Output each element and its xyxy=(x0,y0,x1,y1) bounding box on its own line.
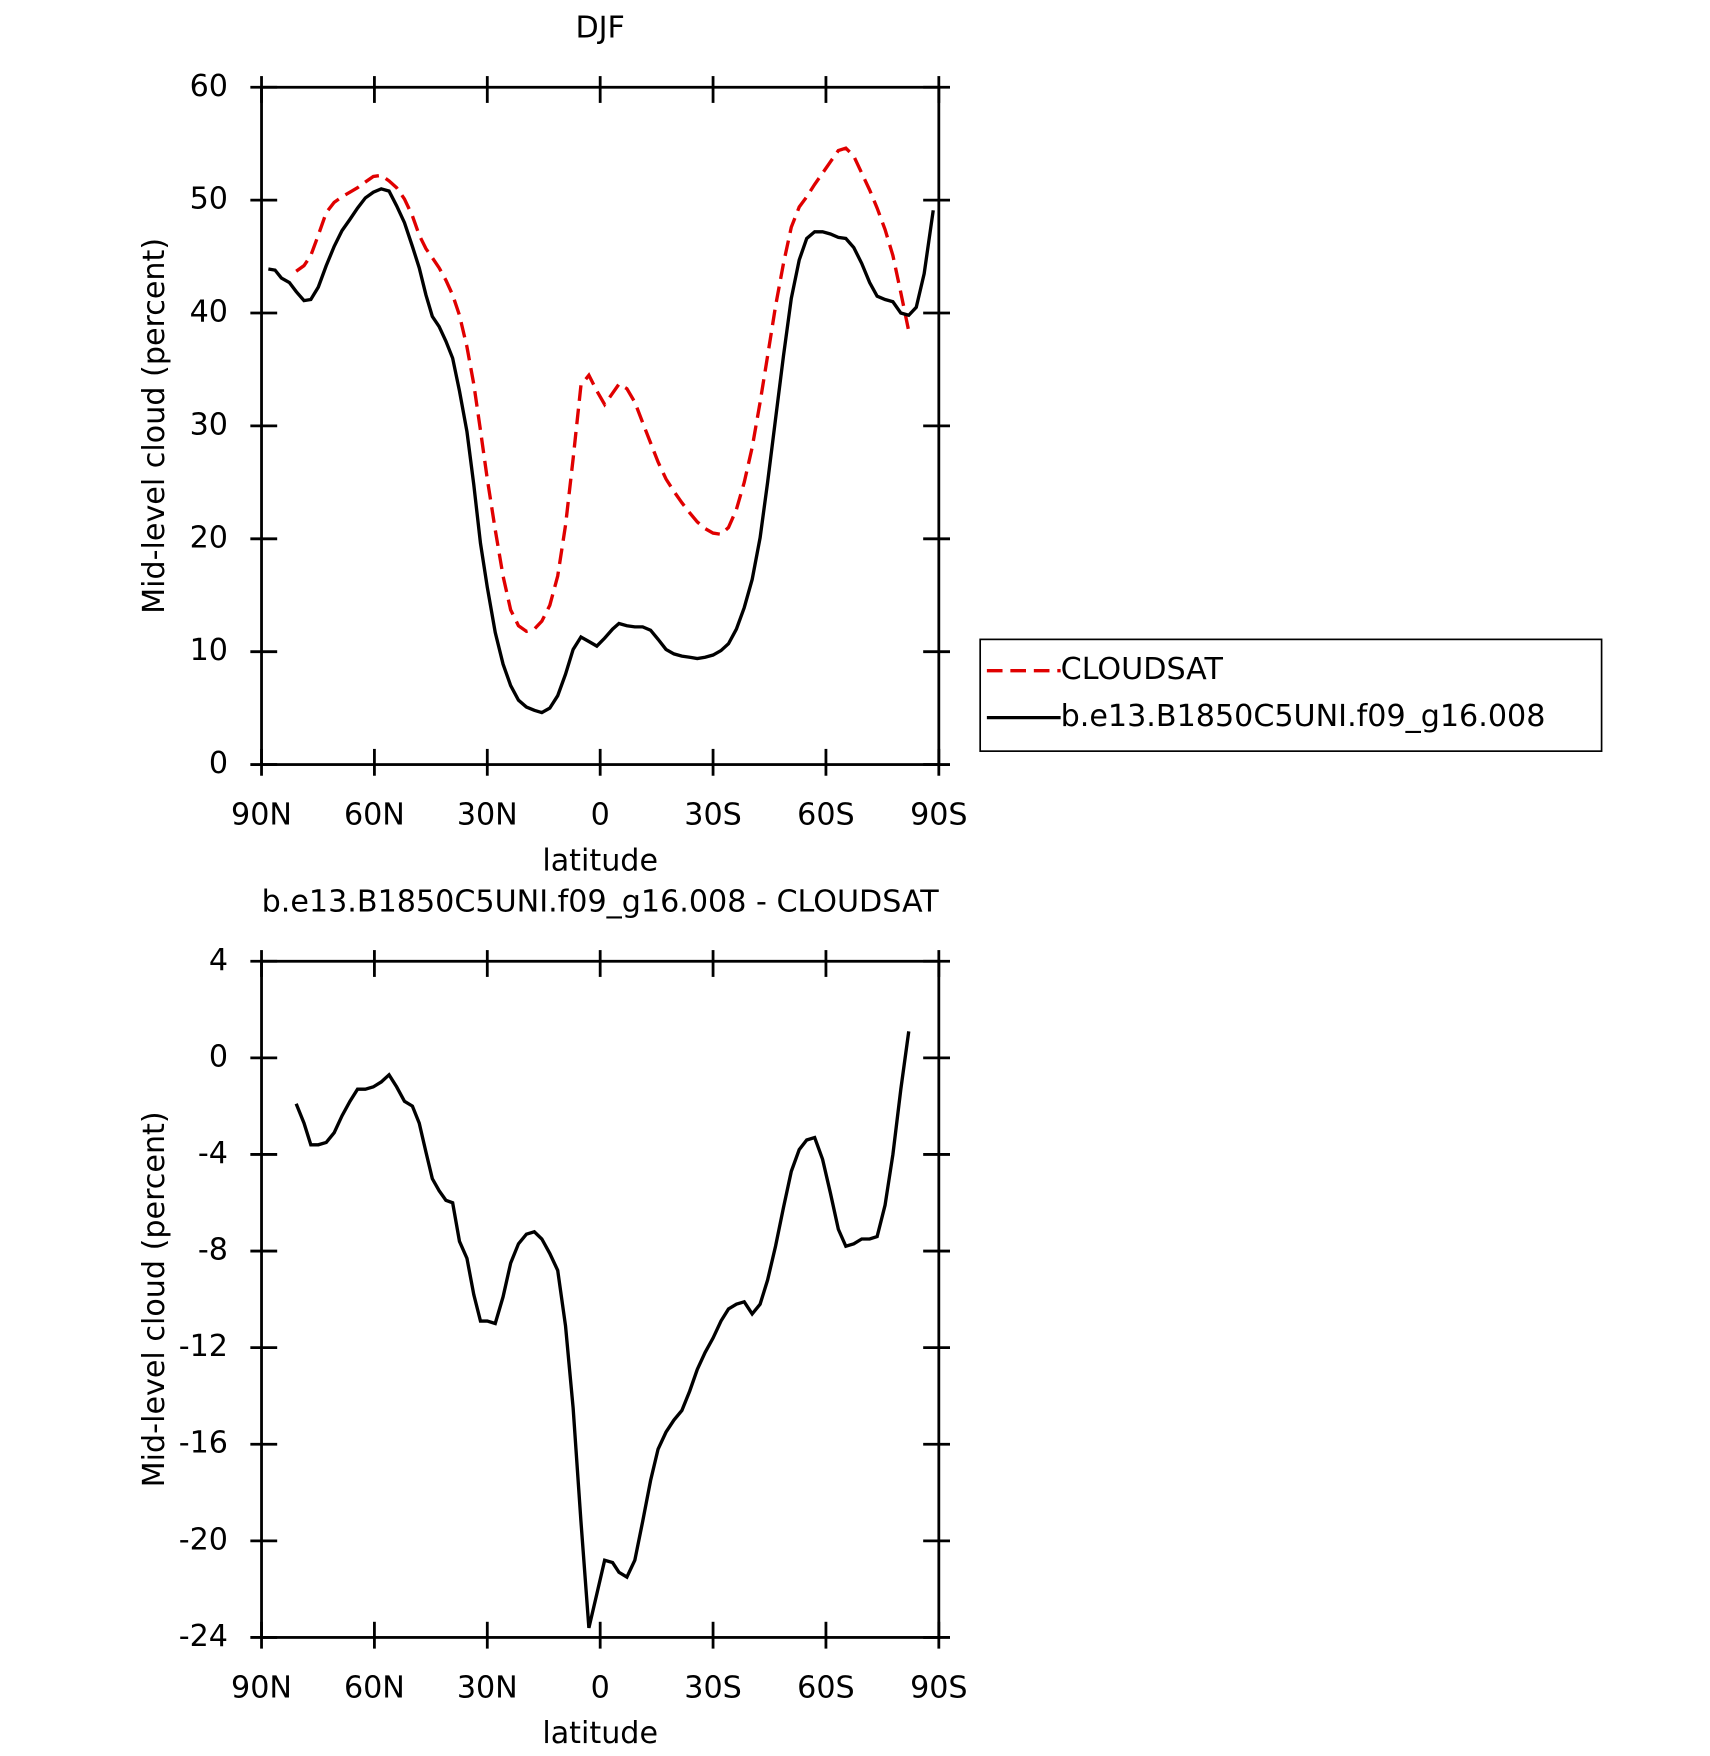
x-tick-label: 60N xyxy=(344,797,405,832)
x-axis-label: latitude xyxy=(542,1716,658,1751)
y-tick-label: -20 xyxy=(179,1522,228,1557)
x-tick-label: 90S xyxy=(910,797,968,832)
x-tick-label: 60N xyxy=(344,1670,405,1705)
y-tick-label: -24 xyxy=(179,1619,228,1654)
x-tick-label: 90S xyxy=(910,1670,968,1705)
y-tick-label: -8 xyxy=(198,1233,228,1268)
y-tick-label: 40 xyxy=(190,295,228,330)
data-line xyxy=(294,1031,911,1629)
y-tick-label: 10 xyxy=(190,633,228,668)
x-tick-label: 0 xyxy=(591,797,610,832)
chart-title: b.e13.B1850C5UNI.f09_g16.008 - CLOUDSAT xyxy=(262,885,940,920)
legend-label: CLOUDSAT xyxy=(1061,652,1224,687)
y-tick-label: 30 xyxy=(190,407,228,442)
x-tick-label: 0 xyxy=(591,1670,610,1705)
y-axis-label: Mid-level cloud (percent) xyxy=(137,1111,172,1487)
y-tick-label: -12 xyxy=(179,1329,228,1364)
x-tick-label: 90N xyxy=(231,1670,292,1705)
x-tick-label: 30S xyxy=(684,1670,742,1705)
y-tick-label: 4 xyxy=(209,943,228,978)
y-tick-label: 0 xyxy=(209,746,228,781)
x-tick-label: 30S xyxy=(684,797,742,832)
data-line xyxy=(268,187,935,715)
plot-frame xyxy=(260,85,941,766)
x-tick-label: 60S xyxy=(797,797,855,832)
y-tick-label: -16 xyxy=(179,1426,228,1461)
x-axis-label: latitude xyxy=(542,843,658,878)
y-tick-label: 20 xyxy=(190,520,228,555)
y-tick-label: -4 xyxy=(198,1136,228,1171)
x-tick-label: 90N xyxy=(231,797,292,832)
legend-label: b.e13.B1850C5UNI.f09_g16.008 xyxy=(1061,699,1546,734)
chart-title: DJF xyxy=(575,11,624,46)
data-line xyxy=(295,146,911,634)
plot-frame xyxy=(260,959,941,1639)
y-tick-label: 0 xyxy=(209,1039,228,1074)
y-tick-label: 60 xyxy=(190,69,228,104)
y-axis-label: Mid-level cloud (percent) xyxy=(137,238,172,614)
x-tick-label: 60S xyxy=(797,1670,855,1705)
x-tick-label: 30N xyxy=(457,797,518,832)
y-tick-label: 50 xyxy=(190,182,228,217)
x-tick-label: 30N xyxy=(457,1670,518,1705)
legend-box xyxy=(979,638,1603,752)
